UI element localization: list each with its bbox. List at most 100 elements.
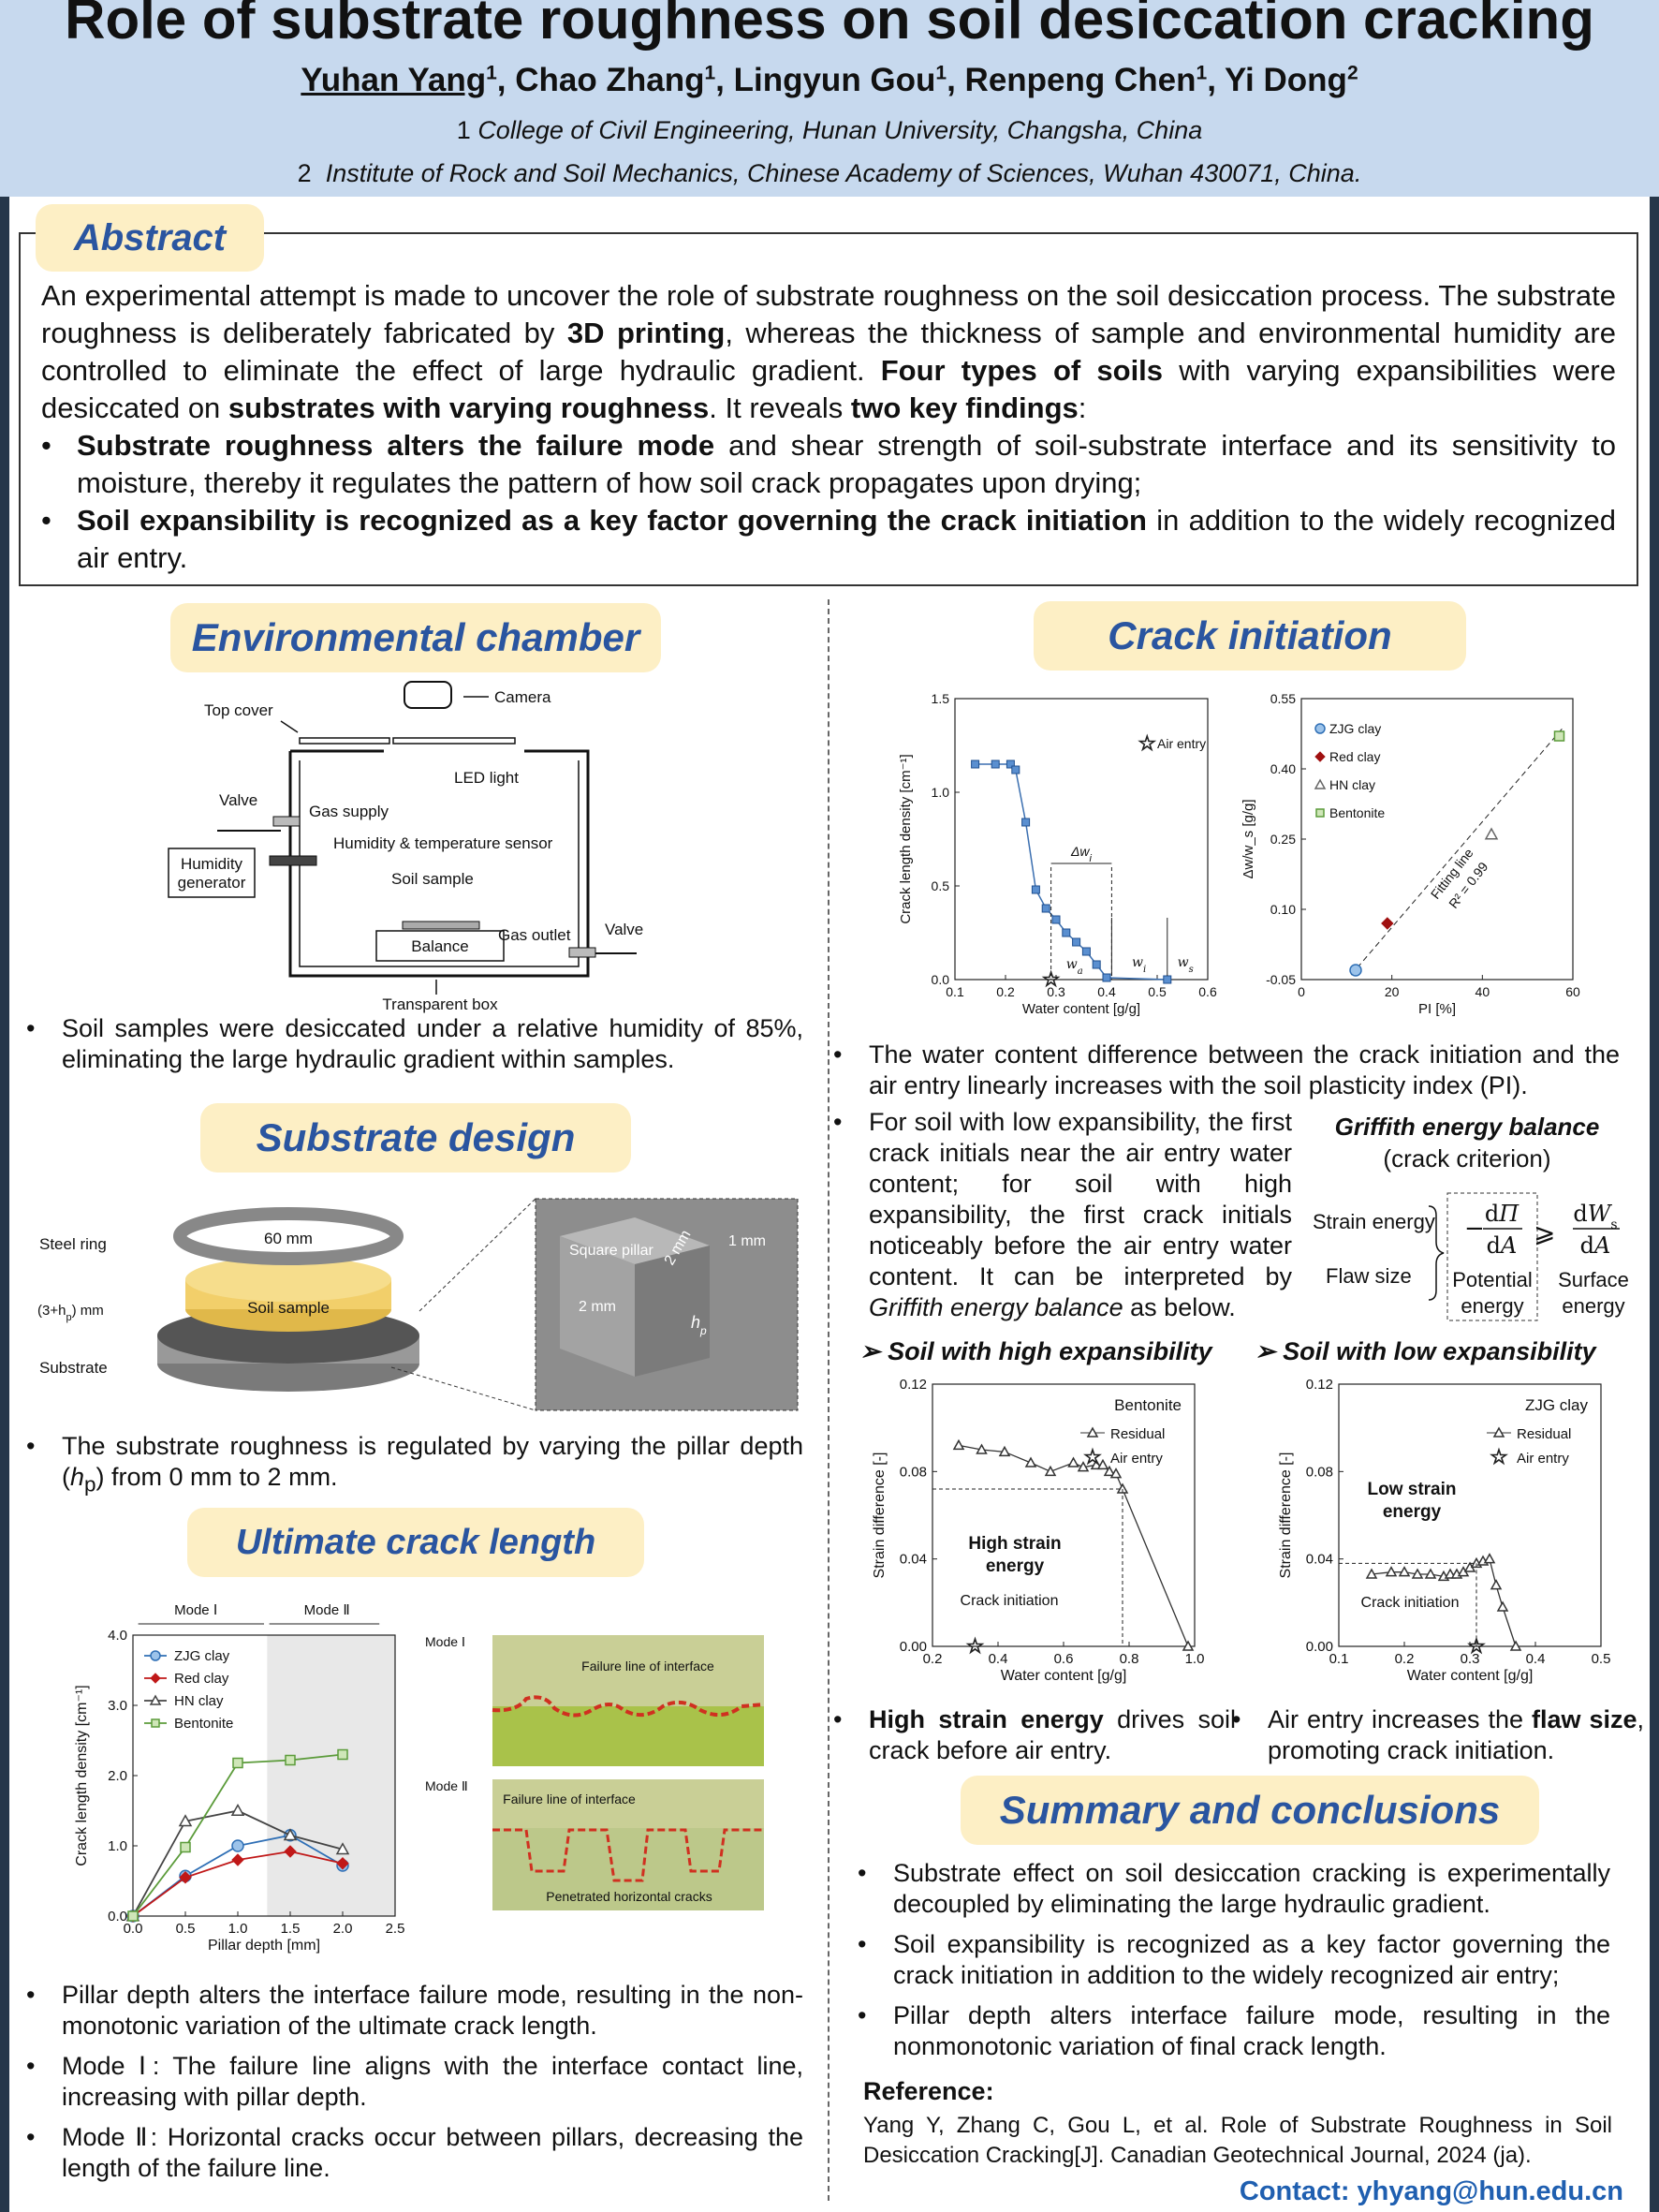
affiliation-1: 1 College of Civil Engineering, Hunan Un… xyxy=(456,116,1203,144)
svg-text:−: − xyxy=(1464,1215,1485,1243)
svg-text:Penetrated horizontal cracks: Penetrated horizontal cracks xyxy=(546,1889,712,1904)
high-exp-bullet: • High strain energy drives soil crack be… xyxy=(833,1705,1236,1764)
data-point xyxy=(1077,1461,1090,1472)
poster-title: Role of substrate roughness on soil desi… xyxy=(65,0,1594,51)
wa-sub: a xyxy=(1078,966,1083,977)
plot-frame xyxy=(1300,698,1574,981)
env-bullet: • Soil samples were desiccated under a re… xyxy=(26,1014,803,1073)
svg-text:⩾: ⩾ xyxy=(1534,1217,1555,1248)
y-tick-label: 0.00 xyxy=(900,1639,927,1655)
y-tick-label: 0.04 xyxy=(900,1552,927,1568)
y-tick-label: -0.05 xyxy=(1266,972,1296,987)
data-point xyxy=(1182,1640,1195,1651)
y-tick-label: 2.0 xyxy=(108,1768,127,1784)
data-point xyxy=(230,1803,245,1817)
data-point xyxy=(1024,1456,1037,1467)
data-point xyxy=(1072,937,1081,947)
summary-bullet-2: • Soil expansibility is recognized as a k… xyxy=(858,1930,1610,1989)
x-tick-label: 1.0 xyxy=(1185,1651,1205,1667)
data-point xyxy=(1011,765,1020,774)
abstract-bullet-2: • Soil expansibility is recognized as a k… xyxy=(41,504,1616,574)
ultimate-heading: Ultimate crack length xyxy=(187,1508,644,1577)
svg-text:Failure line of interface: Failure line of interface xyxy=(503,1792,636,1806)
y-tick-label: 0.12 xyxy=(1306,1377,1333,1393)
x-axis-label: PI [%] xyxy=(1418,1001,1456,1017)
data-point xyxy=(180,1841,191,1853)
summary-bullets: • Substrate effect on soil desiccation cr… xyxy=(858,1858,1610,2062)
data-point xyxy=(178,1814,193,1827)
svg-text:LED light: LED light xyxy=(454,769,519,787)
data-point xyxy=(283,1828,298,1841)
svg-text:energy: energy xyxy=(1562,1294,1624,1318)
crack-init-bullet-1: • The water content difference between th… xyxy=(833,1040,1620,1099)
data-point xyxy=(284,1845,297,1858)
y-tick-label: 0.04 xyxy=(1306,1552,1333,1568)
y-axis-label: Strain difference [-] xyxy=(872,1453,888,1579)
svg-text:energy: energy xyxy=(1461,1294,1523,1318)
author-5: Yi Dong xyxy=(1225,62,1347,98)
abstract-text: An experimental attempt is made to uncov… xyxy=(41,277,1616,577)
data-point xyxy=(1349,964,1362,977)
annot-energy: energy xyxy=(986,1556,1045,1576)
data-point xyxy=(1096,1458,1109,1470)
x-tick-label: 0.8 xyxy=(1120,1651,1139,1667)
data-point xyxy=(1365,1568,1378,1579)
mode2-label: Mode Ⅱ xyxy=(304,1602,350,1618)
legend-marker xyxy=(1314,778,1327,789)
x-tick-label: 1.5 xyxy=(281,1921,301,1937)
author-2: Chao Zhang xyxy=(515,62,705,98)
legend-marker xyxy=(1314,751,1326,762)
legend-label: Bentonite xyxy=(1329,805,1385,820)
author-4: Renpeng Chen xyxy=(964,62,1197,98)
data-point xyxy=(336,1857,349,1870)
legend-marker xyxy=(1492,1426,1505,1438)
svg-text:Transparent box: Transparent box xyxy=(382,995,498,1013)
high-exp-heading: ➢ Soil with high expansibility xyxy=(859,1337,1212,1365)
substrate-bullet: • The substrate roughness is regulated by… xyxy=(26,1432,803,1497)
summary-heading: Summary and conclusions xyxy=(961,1776,1539,1845)
x-axis-label: Water content [g/g] xyxy=(1407,1668,1534,1684)
chart-axes: 0 20 40 60 -0.05 0.10 0.25 0.40 0.55 PI [%] Δw/w_s… xyxy=(1241,691,1580,1017)
column-divider xyxy=(828,599,830,2201)
camera-icon xyxy=(404,681,452,709)
x-tick-label: 60 xyxy=(1565,984,1580,999)
legend-label: Air entry xyxy=(1110,1451,1163,1467)
annot-energy: energy xyxy=(1383,1502,1442,1522)
legend-label: Residual xyxy=(1110,1426,1165,1442)
data-point xyxy=(1102,973,1111,982)
svg-text:Balance: Balance xyxy=(411,937,468,955)
x-tick-label: 0.6 xyxy=(1198,984,1217,999)
wi-sub: i xyxy=(1143,965,1146,975)
x-tick-label: 0.2 xyxy=(1395,1651,1415,1667)
low-exp-chart: 0.1 0.2 0.3 0.4 0.5 0.00 0.04 0.08 0.12 Water con… xyxy=(1278,1377,1610,1684)
density-line xyxy=(975,763,1167,981)
x-axis-label: Pillar depth [mm] xyxy=(208,1938,320,1954)
svg-text:Valve: Valve xyxy=(605,921,643,938)
data-point xyxy=(976,1443,988,1454)
data-point xyxy=(971,759,980,769)
y-axis-label: Crack length density [cm⁻¹] xyxy=(898,754,914,923)
dw-sub: i xyxy=(1090,853,1093,864)
x-tick-label: 0.2 xyxy=(923,1651,943,1667)
data-point xyxy=(231,1853,244,1866)
reference-heading: Reference: xyxy=(863,2077,994,2105)
abstract-heading: Abstract xyxy=(36,204,264,272)
svg-text:hp: hp xyxy=(691,1313,707,1337)
crack-init-bullet-2: • For soil with low expansibility, the fi… xyxy=(833,1108,1292,1321)
svg-text:2 mm: 2 mm xyxy=(579,1299,616,1315)
data-point xyxy=(337,1748,348,1761)
legend-label: Residual xyxy=(1517,1426,1571,1442)
data-point xyxy=(1031,885,1040,894)
wi-label: wi xyxy=(1132,955,1146,975)
data-point xyxy=(1385,1566,1398,1577)
y-axis-label: Crack length density [cm⁻¹] xyxy=(74,1685,90,1865)
affiliation-2: 2 Institute of Rock and Soil Mechanics, … xyxy=(297,159,1362,187)
author-1: Yuhan Yang xyxy=(301,62,487,98)
svg-text:dA: dA xyxy=(1487,1232,1518,1259)
data-point xyxy=(952,1438,965,1451)
x-tick-label: 1.0 xyxy=(228,1921,248,1937)
x-tick-label: 0.4 xyxy=(1526,1651,1546,1667)
contact-email[interactable]: Contact: yhyang@hun.edu.cn xyxy=(1239,2176,1623,2206)
wa-label: wa xyxy=(1066,957,1083,977)
x-tick-label: 0.4 xyxy=(989,1651,1008,1667)
